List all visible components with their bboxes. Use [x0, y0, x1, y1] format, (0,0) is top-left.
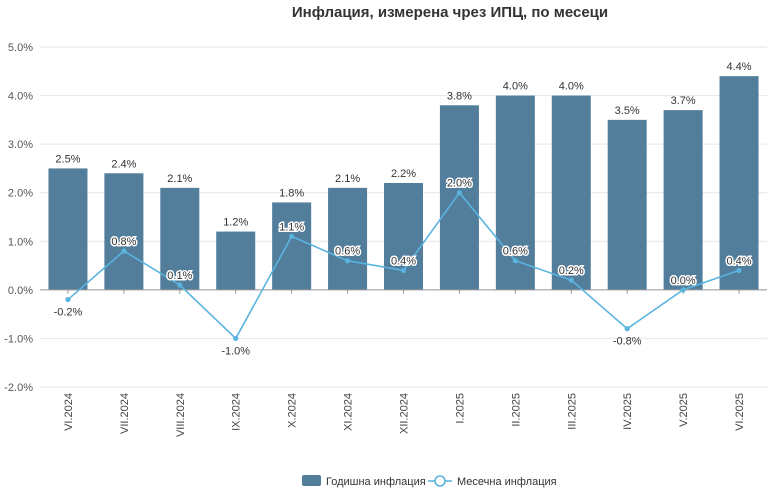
- bar: [328, 187, 368, 290]
- x-tick-label: VII.2024: [119, 393, 131, 434]
- bar-data-label: 3.8%: [447, 90, 472, 102]
- x-tick-label: VI.2025: [734, 393, 746, 431]
- bar-data-label: 3.7%: [671, 95, 696, 107]
- y-tick-label: -1.0%: [4, 333, 33, 345]
- bar: [272, 202, 312, 290]
- legend[interactable]: Годишна инфлация Месечна инфлация: [302, 475, 557, 488]
- line-data-label: -0.8%: [613, 336, 642, 348]
- legend-line-marker: [434, 475, 446, 487]
- bar: [384, 183, 423, 290]
- bar: [551, 95, 591, 290]
- line-point: [177, 282, 183, 288]
- bar: [439, 105, 479, 290]
- line-point: [680, 287, 686, 293]
- x-tick-label: IX.2024: [231, 393, 243, 431]
- line-point: [568, 277, 574, 283]
- bar-series: [48, 76, 759, 290]
- bar-data-label: 4.0%: [503, 81, 528, 93]
- bar-data-label: 2.4%: [111, 158, 136, 170]
- bar-data-label: 2.5%: [55, 153, 80, 165]
- bar-data-label: 1.8%: [279, 187, 304, 199]
- x-tick-label: I.2025: [454, 393, 466, 424]
- x-tick-label: X.2024: [287, 393, 299, 428]
- line-point: [400, 267, 407, 274]
- line-point: [289, 233, 295, 240]
- x-tick-label: VIII.2024: [175, 393, 187, 437]
- bar-data-label: 3.5%: [615, 105, 640, 117]
- line-point: [65, 296, 71, 303]
- data-labels: 2.5% 2.4% 2.1% 1.2% 1.8% 2.1% 2.2% 3.8% 4.0% 4.0%…: [54, 61, 754, 357]
- bar-data-label: 1.2%: [223, 217, 248, 229]
- line-data-label: 0.2%: [559, 265, 584, 277]
- x-tick-label: II.2025: [510, 393, 522, 427]
- line-point: [233, 335, 239, 342]
- line-data-label: 1.1%: [279, 221, 304, 233]
- bar-data-label: 4.0%: [559, 81, 584, 93]
- y-tick-label: 2.0%: [8, 188, 33, 200]
- x-axis: VI.2024 VII.2024 VIII.2024 IX.2024 X.2024 XI.…: [40, 289, 767, 437]
- line-data-label: 0.0%: [671, 275, 696, 287]
- x-tick-label: XII.2024: [399, 393, 411, 434]
- y-tick-label: -2.0%: [4, 382, 33, 394]
- bar: [607, 119, 647, 290]
- line-point: [121, 248, 127, 254]
- bar: [216, 231, 256, 290]
- line-point: [736, 267, 742, 274]
- bar-data-label: 4.4%: [726, 61, 751, 73]
- line-data-label: 0.6%: [335, 246, 360, 258]
- legend-bar-swatch: [302, 475, 321, 486]
- line-series: [65, 190, 742, 342]
- x-tick-label: XI.2024: [343, 393, 355, 431]
- x-tick-label: VI.2024: [63, 393, 75, 431]
- y-tick-label: 1.0%: [8, 236, 33, 248]
- y-tick-label: 5.0%: [8, 42, 33, 54]
- bar: [160, 187, 200, 290]
- legend-item-annual[interactable]: Годишна инфлация: [326, 476, 426, 488]
- line-point: [344, 258, 351, 264]
- line-data-label: -1.0%: [221, 345, 250, 357]
- x-tick-label: V.2025: [678, 393, 690, 427]
- y-tick-label: 3.0%: [8, 139, 33, 151]
- line-point: [456, 190, 463, 196]
- bar: [663, 110, 703, 290]
- bar: [719, 76, 759, 290]
- chart-title: Инфлация, измерена чрез ИПЦ, по месеци: [292, 4, 608, 21]
- line-data-label: 0.4%: [726, 255, 751, 267]
- line-data-label: -0.2%: [54, 307, 83, 319]
- legend-item-monthly[interactable]: Месечна инфлация: [457, 476, 557, 488]
- bar: [48, 168, 88, 290]
- bar: [495, 95, 535, 290]
- line-data-label: 0.8%: [111, 236, 136, 248]
- line-data-label: 0.1%: [167, 270, 192, 282]
- bar-data-label: 2.1%: [335, 173, 360, 185]
- bar-data-label: 2.2%: [391, 168, 416, 180]
- line-data-label: 0.4%: [391, 255, 416, 267]
- line-point: [512, 258, 518, 264]
- x-tick-label: III.2025: [566, 393, 578, 430]
- bar: [104, 173, 144, 290]
- x-tick-label: IV.2025: [622, 393, 634, 430]
- y-tick-label: 4.0%: [8, 91, 33, 103]
- line-point: [624, 326, 630, 332]
- bar-data-label: 2.1%: [167, 173, 192, 185]
- line-data-label: 2.0%: [447, 178, 472, 190]
- y-axis: 5.0% 4.0% 3.0% 2.0% 1.0% 0.0% -1.0% -2.0%: [4, 42, 33, 394]
- line-data-label: 0.6%: [503, 246, 528, 258]
- y-tick-label: 0.0%: [8, 285, 33, 297]
